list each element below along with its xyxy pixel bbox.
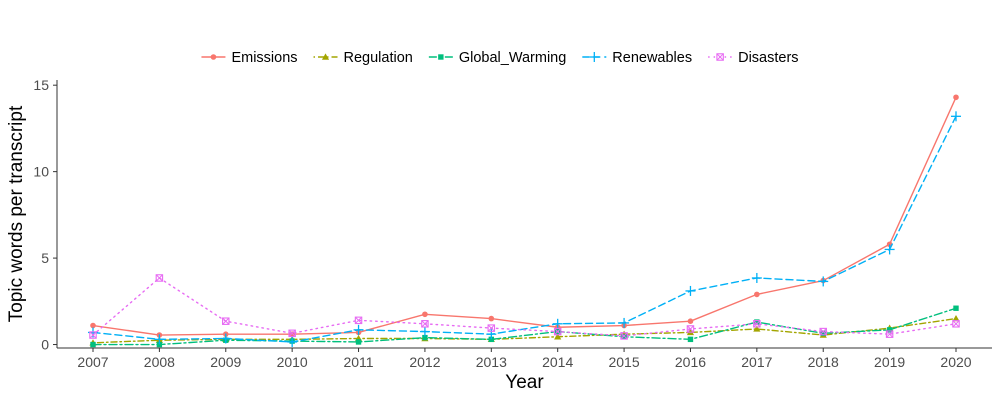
point-renewables-2017 <box>751 272 762 283</box>
point-emissions-2007 <box>90 322 96 329</box>
point-disasters-2019 <box>885 330 894 338</box>
legend-key-marker-regulation <box>321 53 330 60</box>
y-tick-label-0: 0 <box>41 337 49 353</box>
point-renewables-2018 <box>818 276 829 287</box>
point-renewables-2015 <box>619 317 630 328</box>
point-renewables-2009 <box>220 333 231 344</box>
legend-item-renewables: Renewables <box>582 50 692 66</box>
point-emissions-2013 <box>488 315 495 322</box>
point-emissions-2012 <box>422 311 428 318</box>
point-renewables-2008 <box>154 334 165 345</box>
legend-label-regulation: Regulation <box>344 50 413 66</box>
point-global-warming-2011 <box>355 339 362 345</box>
point-regulation-2017 <box>753 325 761 332</box>
series-renewables <box>88 111 961 347</box>
point-renewables-2010 <box>287 336 298 347</box>
x-tick-label-2014: 2014 <box>542 354 573 370</box>
x-tick-label-2019: 2019 <box>874 354 905 370</box>
point-disasters-2008 <box>155 274 164 282</box>
point-disasters-2014 <box>553 327 562 336</box>
point-global-warming-2015 <box>621 334 627 340</box>
x-tick-label-2007: 2007 <box>77 354 108 370</box>
y-tick-label-10: 10 <box>33 164 49 180</box>
series-emissions <box>90 94 959 338</box>
series-line-global-warming <box>92 307 957 346</box>
point-global-warming-2020 <box>953 305 959 311</box>
point-regulation-2020 <box>952 315 960 322</box>
x-tick-label-2008: 2008 <box>144 354 175 370</box>
point-renewables-2020 <box>951 111 961 122</box>
x-tick-label-2018: 2018 <box>808 354 839 370</box>
point-disasters-2012 <box>421 320 429 328</box>
point-disasters-2015 <box>620 332 628 340</box>
point-emissions-2017 <box>754 291 760 298</box>
legend-key-marker-disasters <box>716 53 724 61</box>
point-disasters-2010 <box>288 329 296 338</box>
point-renewables-2014 <box>552 318 563 329</box>
point-global-warming-2008 <box>156 341 163 348</box>
point-emissions-2020 <box>953 94 959 101</box>
legend-item-global-warming: Global_Warming <box>428 50 566 66</box>
x-tick-label-2011: 2011 <box>343 354 373 370</box>
point-disasters-2013 <box>487 324 496 332</box>
point-renewables-2019 <box>884 244 895 255</box>
point-global-warming-2017 <box>754 319 760 325</box>
legend-label-renewables: Renewables <box>612 50 692 66</box>
legend: Emissions Regulation Global_Warming Renewab… <box>201 50 799 66</box>
legend-key-marker-renewables <box>589 52 600 62</box>
y-tick-label-15: 15 <box>33 77 49 93</box>
legend-item-emissions: Emissions <box>201 50 298 66</box>
x-tick-label-2020: 2020 <box>940 354 971 370</box>
series-line-emissions <box>92 96 957 336</box>
legend-item-disasters: Disasters <box>708 50 799 66</box>
y-axis-title: Topic words per transcript <box>6 105 27 322</box>
legend-label-emissions: Emissions <box>231 50 297 66</box>
point-disasters-2009 <box>222 317 230 325</box>
point-global-warming-2007 <box>90 341 96 348</box>
x-tick-label-2016: 2016 <box>675 354 706 370</box>
series-disasters <box>89 274 960 340</box>
point-global-warming-2018 <box>820 330 826 337</box>
point-global-warming-2019 <box>886 327 893 333</box>
point-emissions-2016 <box>687 318 694 325</box>
x-tick-label-2015: 2015 <box>608 354 639 370</box>
point-disasters-2020 <box>952 320 960 328</box>
x-tick-label-2010: 2010 <box>277 354 308 370</box>
point-disasters-2017 <box>753 320 761 328</box>
series-line-renewables <box>92 115 957 343</box>
x-axis-title: Year <box>505 372 544 393</box>
x-tick-label-2012: 2012 <box>409 354 440 370</box>
point-disasters-2016 <box>686 325 695 333</box>
point-global-warming-2013 <box>488 336 495 343</box>
y-tick-label-5: 5 <box>41 250 49 266</box>
legend-key-marker-global-warming <box>438 54 444 60</box>
series-global-warming <box>90 305 959 348</box>
x-tick-label-2009: 2009 <box>210 354 241 370</box>
series-line-disasters <box>92 277 957 337</box>
legend-label-global-warming: Global_Warming <box>459 50 566 66</box>
point-disasters-2018 <box>819 327 827 336</box>
x-tick-label-2013: 2013 <box>476 354 507 370</box>
x-tick-label-2017: 2017 <box>741 354 772 370</box>
series-layer <box>88 94 961 348</box>
point-disasters-2007 <box>89 331 97 339</box>
point-renewables-2012 <box>419 326 430 337</box>
point-regulation-2014 <box>554 333 562 340</box>
legend-item-regulation: Regulation <box>313 50 413 66</box>
point-renewables-2016 <box>685 285 696 296</box>
point-renewables-2011 <box>353 324 364 335</box>
axes: 0 5 10 15 2007 2008 2009 2010 2011 2012 2013 2014 20… <box>33 77 992 370</box>
point-global-warming-2012 <box>422 334 428 341</box>
legend-label-disasters: Disasters <box>738 50 798 66</box>
point-disasters-2011 <box>354 316 363 325</box>
legend-key-marker-emissions <box>210 54 217 60</box>
point-global-warming-2016 <box>687 336 694 343</box>
